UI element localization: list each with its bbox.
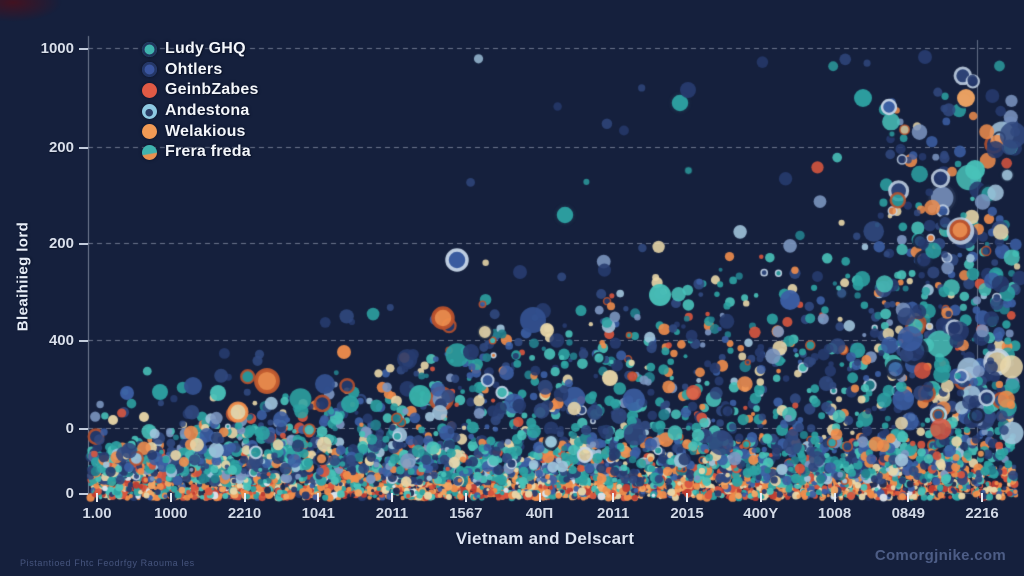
- x-tick-mark: [833, 493, 836, 502]
- y-tick-mark: [79, 428, 88, 430]
- legend-item: Frera freda: [142, 142, 259, 163]
- x-tick-mark: [612, 493, 615, 502]
- legend-label: Welakious: [165, 122, 246, 140]
- legend-marker-icon: [142, 82, 157, 98]
- x-tick-mark: [907, 493, 910, 502]
- legend-marker-icon: [142, 62, 157, 78]
- y-tick-label: 0: [65, 420, 74, 437]
- x-axis-title: Vietnam and Delscart: [455, 529, 635, 548]
- x-tick-mark: [686, 493, 688, 502]
- x-tick-label: 2011: [375, 505, 409, 522]
- x-tick-mark: [981, 493, 983, 502]
- corner-artifact: [0, 0, 62, 22]
- x-tick-label: 1041: [301, 505, 335, 522]
- legend-marker-icon: [142, 144, 157, 160]
- legend-item: Ohtlers: [142, 60, 259, 81]
- legend-item: GeinbZabes: [142, 80, 259, 101]
- x-tick-label: 2011: [596, 505, 630, 522]
- legend-item: Andestona: [142, 101, 259, 122]
- x-tick-label: 2210: [227, 505, 262, 522]
- x-tick-label: 1.00: [82, 505, 112, 522]
- y-tick-mark: [79, 493, 88, 495]
- y-tick-label: 400: [48, 332, 74, 349]
- legend-item: Ludy GHQ: [142, 39, 259, 60]
- legend-label: Ohtlers: [165, 60, 223, 78]
- legend-marker-icon: [142, 103, 157, 119]
- x-tick-mark: [243, 493, 246, 502]
- legend-marker-icon: [142, 124, 157, 140]
- footer-watermark: Comorgjnike.com: [874, 547, 1006, 564]
- x-tick-label: 400Y: [743, 505, 779, 522]
- x-tick-mark: [538, 493, 541, 502]
- x-tick-mark: [96, 493, 98, 502]
- x-tick-label: 2216: [965, 505, 999, 522]
- x-tick-mark: [169, 493, 172, 502]
- legend: Ludy GHQ Ohtlers GeinbZabes Andestona Welaki…: [142, 39, 259, 163]
- x-tick-label: 1008: [817, 505, 852, 522]
- y-tick-label: 200: [48, 235, 74, 252]
- y-tick-mark: [79, 243, 88, 245]
- legend-label: Andestona: [165, 102, 250, 120]
- y-tick-label: 200: [48, 139, 74, 156]
- legend-marker-icon: [142, 41, 157, 57]
- footer-attribution: Pistantioed Fhtc Feodrfgy Raouma les: [20, 558, 195, 568]
- legend-label: GeinbZabes: [165, 81, 259, 99]
- x-tick-label: 2015: [670, 505, 704, 522]
- y-tick-label: 1000: [40, 40, 74, 57]
- legend-label: Ludy GHQ: [165, 40, 246, 58]
- x-tick-label: 0849: [891, 505, 925, 522]
- x-tick-label: 1000: [154, 505, 188, 522]
- x-tick-label: 40Π: [525, 505, 554, 522]
- y-tick-mark: [79, 48, 88, 50]
- x-tick-mark: [464, 493, 467, 502]
- y-tick-mark: [79, 147, 88, 149]
- y-tick-label: 0: [65, 485, 74, 502]
- x-tick-mark: [759, 493, 762, 502]
- legend-label: Frera freda: [165, 143, 251, 161]
- x-tick-mark: [317, 493, 320, 502]
- legend-item: Welakious: [142, 121, 259, 142]
- x-tick-label: 1567: [449, 505, 483, 522]
- y-tick-mark: [79, 340, 88, 342]
- x-tick-mark: [391, 493, 393, 502]
